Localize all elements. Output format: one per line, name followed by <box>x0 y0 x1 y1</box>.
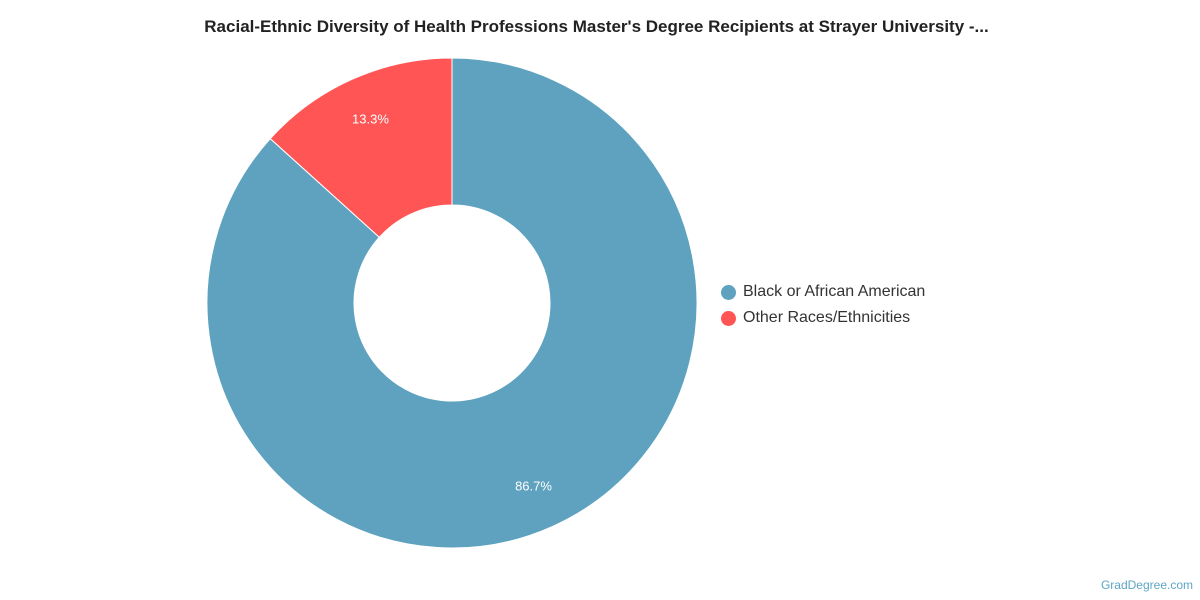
legend-swatch <box>721 284 736 300</box>
legend-item-other-races[interactable]: Other Races/Ethnicities <box>721 305 925 331</box>
data-label: 13.3% <box>352 111 389 126</box>
chart-legend: Black or African American Other Races/Et… <box>721 279 925 331</box>
legend-label: Black or African American <box>743 283 926 300</box>
chart-title: Racial-Ethnic Diversity of Health Profes… <box>204 17 989 36</box>
legend-swatch <box>721 310 736 326</box>
legend-item-black-african-american[interactable]: Black or African American <box>721 279 925 305</box>
legend-label: Other Races/Ethnicities <box>743 309 911 326</box>
source-credit[interactable]: GradDegree.com <box>1100 578 1193 592</box>
data-label: 86.7% <box>515 479 552 494</box>
donut-slice-other-races[interactable] <box>269 57 453 238</box>
donut-slice-black-african-american[interactable] <box>206 57 698 549</box>
